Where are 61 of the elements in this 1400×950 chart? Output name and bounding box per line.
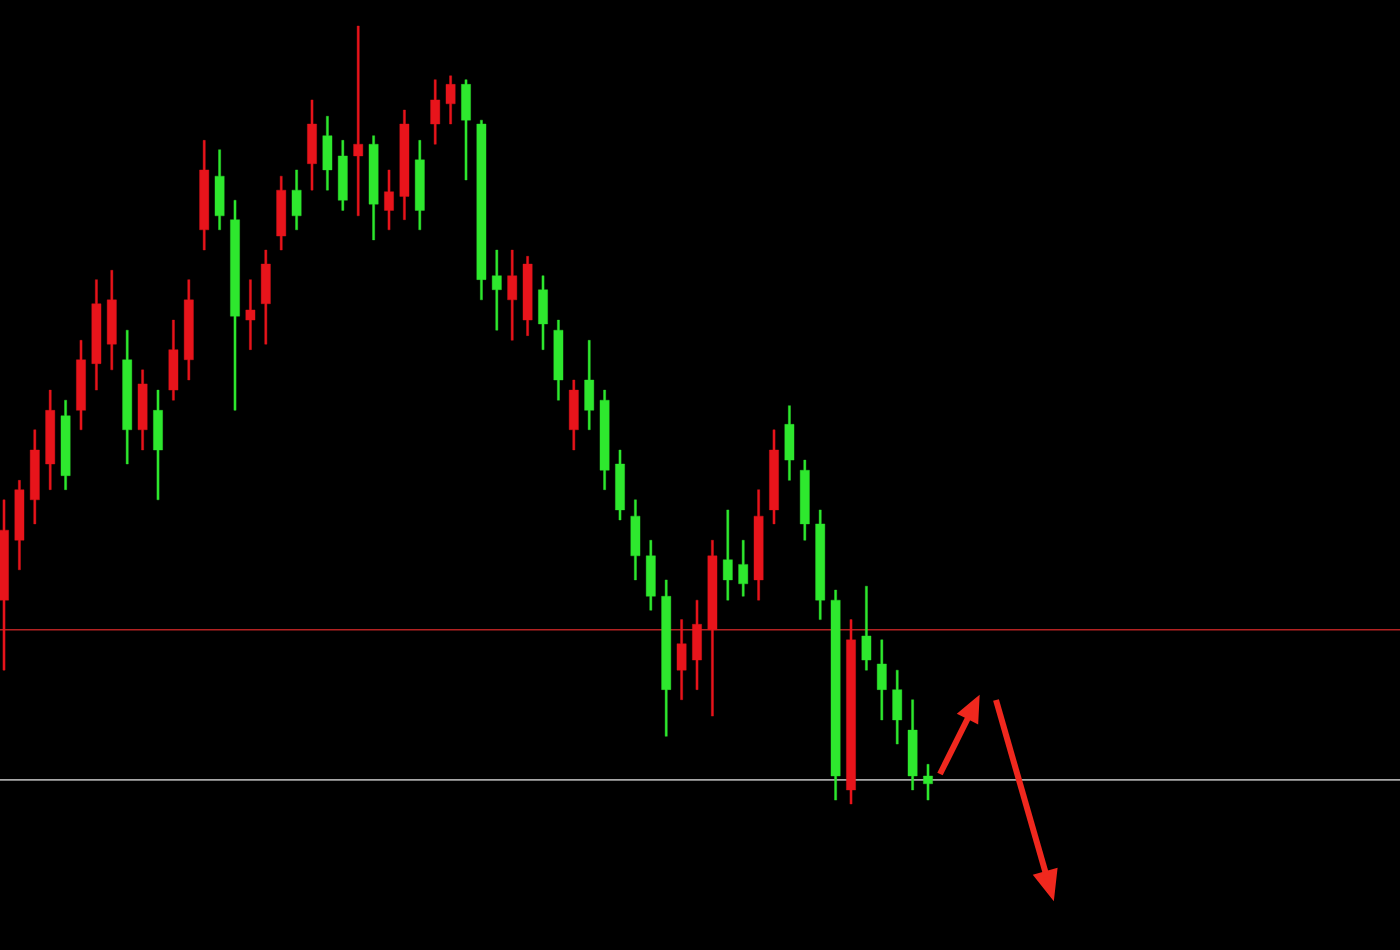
- candlestick: [553, 319, 564, 401]
- candlestick: [784, 405, 795, 481]
- candlestick: [137, 369, 148, 451]
- candlestick: [183, 279, 194, 381]
- candlestick: [91, 279, 102, 391]
- candlestick: [538, 275, 548, 350]
- candlestick: [29, 429, 40, 525]
- candlestick: [522, 256, 533, 336]
- candlestick: [815, 509, 826, 620]
- candlestick: [461, 79, 471, 181]
- candlestick: [645, 540, 656, 611]
- candlestick: [76, 340, 86, 430]
- candlestick: [153, 389, 163, 500]
- candlestick: [60, 400, 71, 490]
- candlestick: [214, 149, 225, 231]
- candlestick: [199, 140, 210, 251]
- candlestick: [384, 169, 394, 231]
- candlestick: [322, 116, 333, 191]
- candlestick: [707, 540, 718, 717]
- candlestick: [923, 764, 933, 801]
- candlestick: [630, 499, 641, 581]
- candlestick: [676, 619, 687, 700]
- candlestick: [584, 340, 595, 430]
- candlestick: [753, 489, 764, 601]
- candlestick: [276, 175, 287, 251]
- candlestick: [291, 169, 302, 231]
- candlestick: [245, 279, 256, 350]
- candlestick: [907, 699, 918, 791]
- candlestick: [738, 540, 749, 597]
- candlestick: [491, 249, 502, 331]
- candlestick: [45, 389, 56, 490]
- candlestick: [230, 200, 240, 411]
- candlestick: [861, 585, 872, 671]
- candlestick: [769, 429, 779, 525]
- candlestick: [399, 109, 410, 220]
- candlestick: [168, 319, 179, 401]
- candlestick: [615, 449, 625, 521]
- candlestick: [368, 135, 379, 241]
- candlestick: [106, 270, 117, 371]
- candlestick: [876, 639, 887, 721]
- candlestick: [568, 379, 579, 451]
- candlestick: [414, 140, 425, 231]
- candlestick: [599, 389, 610, 490]
- candlestick: [846, 619, 856, 805]
- candlestick: [799, 459, 810, 541]
- candlestick: [507, 249, 518, 341]
- candlestick: [830, 589, 841, 801]
- candlestick: [430, 79, 441, 145]
- candlestick: [0, 499, 9, 671]
- candlestick: [445, 75, 456, 125]
- candlestick: [307, 99, 317, 191]
- candlestick: [14, 480, 25, 571]
- candlestick: [476, 119, 487, 301]
- candlestick: [260, 249, 271, 345]
- candlestick: [892, 669, 903, 745]
- candlestick: [122, 329, 133, 465]
- candlestick: [353, 25, 364, 217]
- candlestick: [722, 509, 733, 601]
- candlestick: [661, 579, 672, 737]
- candlestick: [692, 599, 702, 690]
- candlestick: [337, 140, 348, 211]
